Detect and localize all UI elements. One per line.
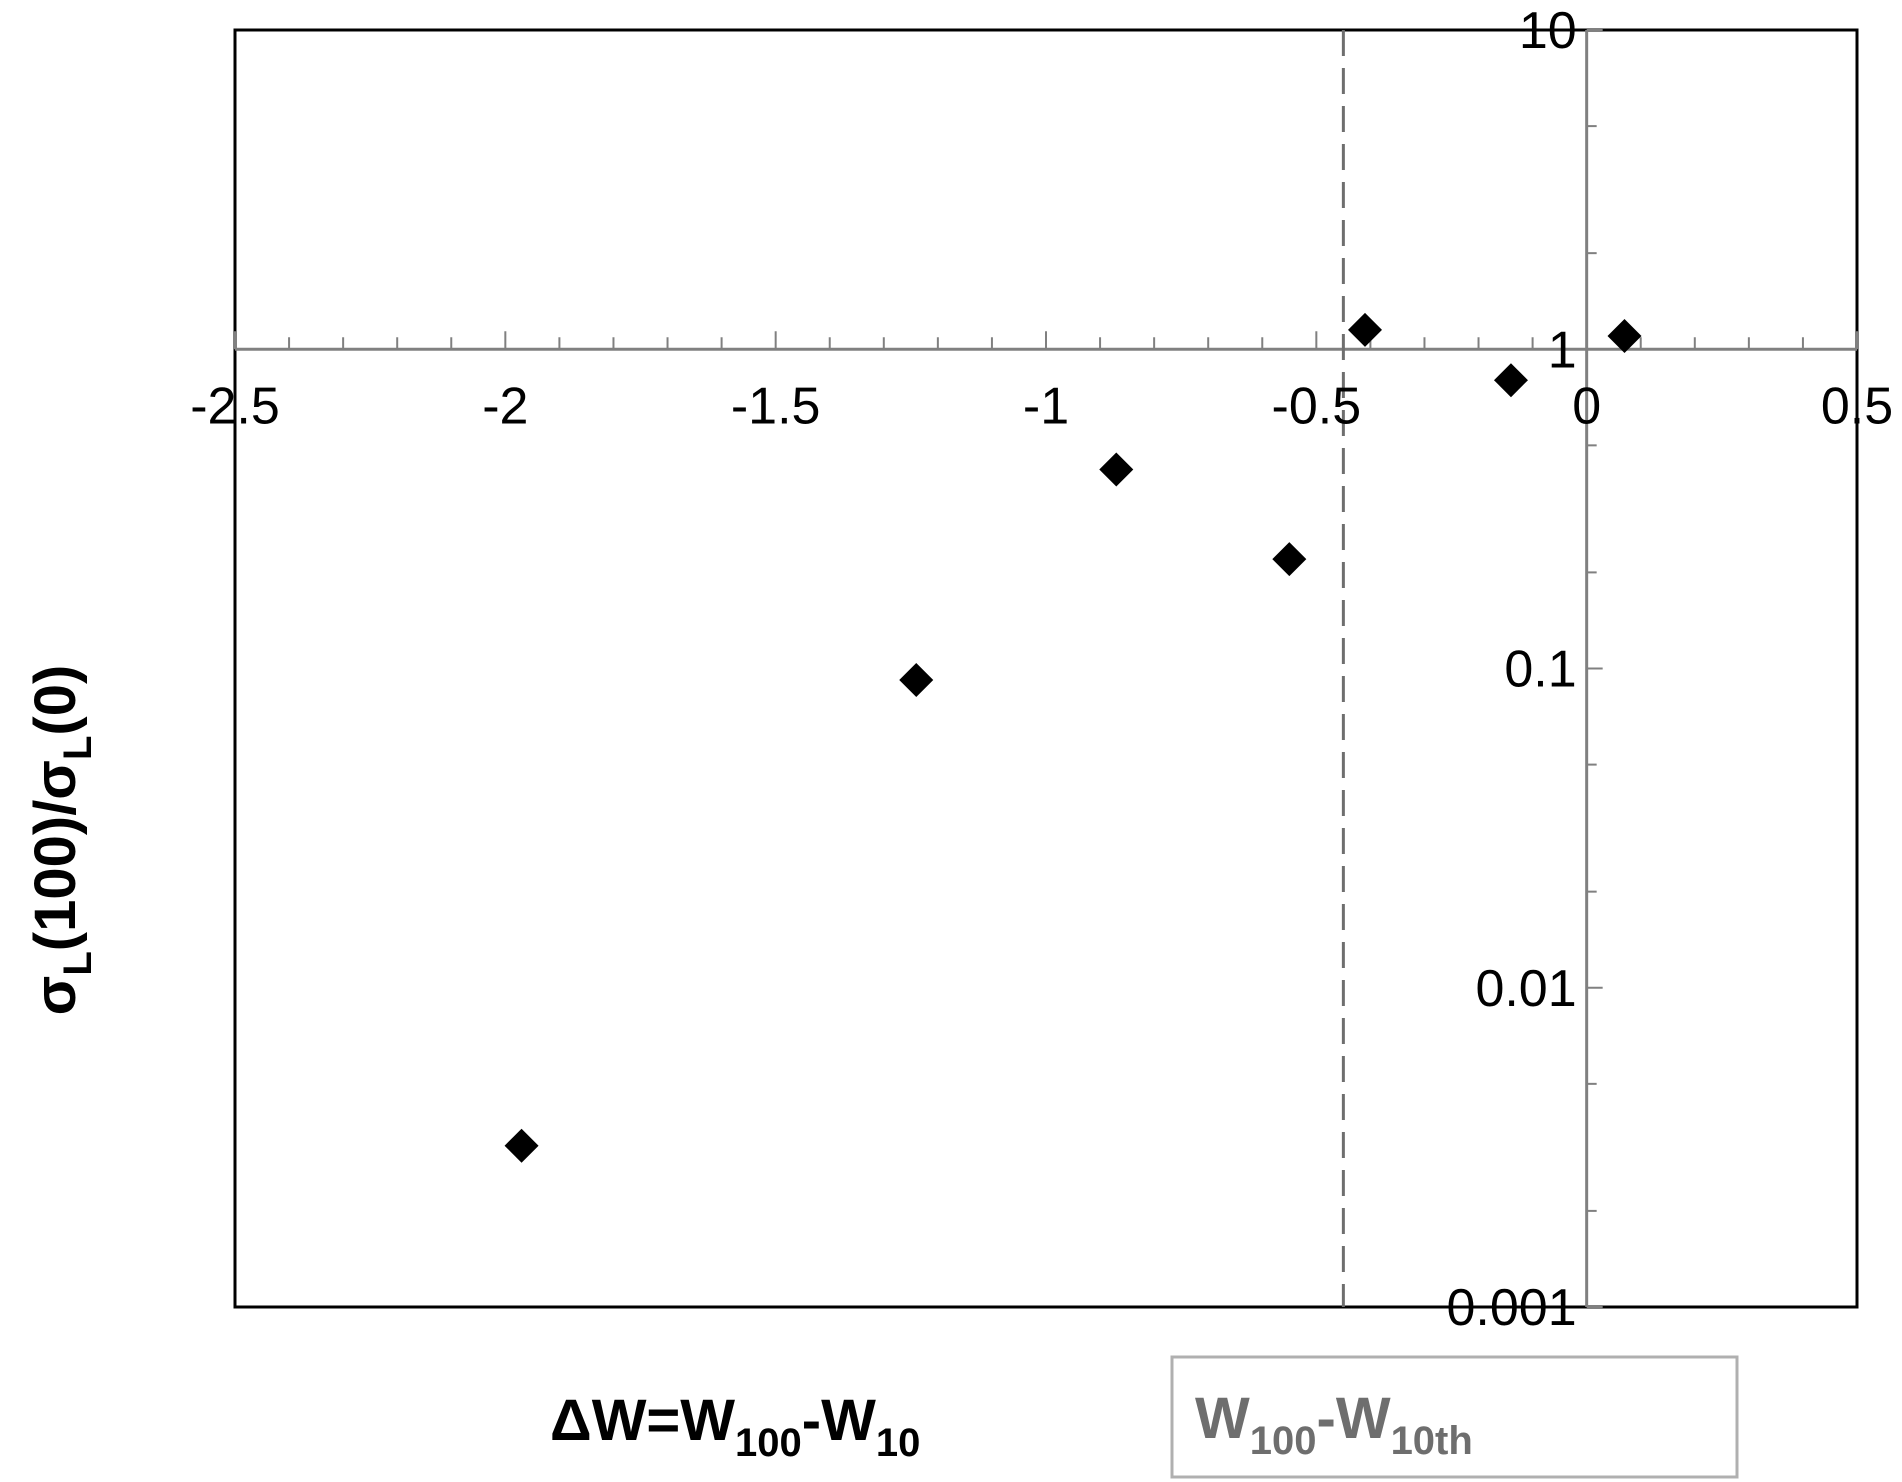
label-part: σ	[23, 976, 88, 1016]
data-point	[504, 1128, 539, 1163]
x-tick-label: -2.5	[190, 377, 280, 435]
label-subscript: L	[56, 951, 100, 975]
x-tick-label: -2	[482, 377, 528, 435]
label-subscript: L	[56, 736, 100, 760]
x-tick-label: 0	[1572, 377, 1601, 435]
label-part: ΔW=W	[550, 1388, 735, 1453]
data-point	[899, 663, 934, 698]
label-part: W	[1195, 1386, 1250, 1451]
x-tick-label: 0.5	[1821, 377, 1893, 435]
y-tick-label: 0.1	[1504, 641, 1576, 699]
label-subscript: 100	[1250, 1419, 1317, 1463]
data-point	[1272, 542, 1307, 577]
y-tick-label: 0.001	[1447, 1279, 1577, 1337]
label-part: (100)/σ	[23, 760, 88, 951]
label-part: -W	[1317, 1386, 1391, 1451]
x-tick-label: -1.5	[731, 377, 821, 435]
y-tick-label: 10	[1519, 2, 1577, 60]
label-subscript: 10th	[1391, 1419, 1473, 1463]
legend-box	[1170, 1355, 1739, 1479]
x-tick-label: -0.5	[1272, 377, 1362, 435]
y-axis-title: σL(100)/σL(0)	[23, 665, 100, 1016]
label-subscript: 10	[876, 1421, 921, 1465]
label-part: -W	[802, 1388, 876, 1453]
legend-label: W100-W10th	[1195, 1386, 1473, 1463]
x-tick-label: -1	[1023, 377, 1069, 435]
x-axis-title: ΔW=W100-W10	[550, 1388, 920, 1465]
data-point	[1347, 312, 1382, 347]
plot-frame	[233, 28, 1859, 1309]
y-tick-label: 1	[1548, 321, 1577, 379]
data-point	[1607, 319, 1642, 354]
label-part: (0)	[23, 665, 88, 736]
label-subscript: 100	[735, 1421, 802, 1465]
y-tick-label: 0.01	[1475, 960, 1576, 1018]
data-point	[1493, 363, 1528, 398]
data-point	[1099, 452, 1134, 487]
